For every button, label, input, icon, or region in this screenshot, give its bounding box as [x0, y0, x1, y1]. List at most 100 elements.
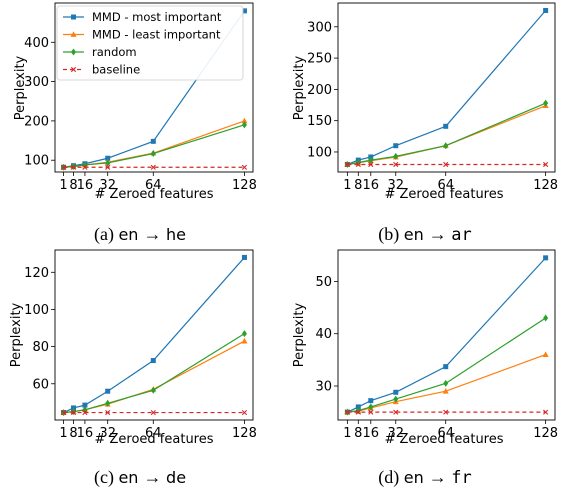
y-tick-label: 120	[24, 266, 49, 281]
x-tick-label: 32	[99, 426, 116, 441]
marker-diamond	[368, 403, 374, 411]
x-tick-label: 64	[145, 426, 162, 441]
marker-triangle	[241, 117, 248, 124]
marker-x	[82, 409, 88, 416]
caption-target-lang: ar	[451, 225, 471, 245]
y-tick-label: 200	[307, 83, 332, 98]
x-tick-label: 1	[59, 426, 67, 441]
y-tick-label: 400	[24, 36, 49, 51]
legend: MMD - most important MMD - least importan…	[56, 5, 244, 81]
x-axis-label: # Zeroed features	[384, 187, 503, 202]
series-line	[347, 257, 547, 413]
marker-square	[241, 8, 247, 14]
marker-x	[443, 409, 449, 415]
marker-diamond	[393, 152, 399, 160]
caption-arrow: →	[144, 467, 167, 487]
marker-x	[443, 161, 449, 168]
y-tick-label: 40	[315, 327, 332, 342]
chart-panel-1: 1 816 32 64 128 100 200 300 400 # Zeroed features…	[13, 2, 257, 245]
series-line	[63, 333, 245, 414]
marker-square	[443, 123, 449, 129]
marker-square	[105, 155, 111, 161]
panel-caption: (c) en → de	[94, 467, 186, 488]
series-line	[63, 124, 245, 168]
y-axis-label: Perplexity	[13, 55, 28, 120]
caption-source-lang: en	[404, 468, 429, 487]
panel-caption: (a) en → he	[94, 224, 186, 245]
marker-square	[241, 254, 247, 260]
marker-diamond	[150, 150, 156, 158]
axes-frame	[337, 2, 556, 173]
y-tick-label: 80	[32, 340, 49, 355]
y-tick-label: 30	[315, 380, 332, 395]
marker-x	[344, 409, 350, 415]
marker-square	[543, 8, 549, 14]
panel-caption: (b) en → ar	[378, 224, 472, 245]
marker-diamond	[443, 379, 449, 387]
caption-label: (d)	[378, 467, 404, 488]
marker-x	[150, 409, 156, 416]
y-tick-label: 300	[24, 75, 49, 90]
marker-square	[393, 143, 399, 149]
x-tick-label: 8	[69, 178, 77, 193]
x-tick-label: 16	[77, 426, 94, 441]
x-tick-label: 1	[59, 178, 67, 193]
x-tick-label: 64	[437, 426, 454, 441]
marker-diamond	[150, 386, 156, 394]
chart-panel-4: 1 8 16 32 64 128 30 40 50 # Zeroed features Perple…	[292, 249, 558, 488]
marker-square	[150, 358, 156, 364]
x-tick-label: 16	[77, 178, 94, 193]
y-tick-label: 100	[24, 154, 49, 169]
marker-x	[543, 161, 549, 168]
y-tick-label: 50	[315, 275, 332, 290]
y-tick-label: 250	[307, 52, 332, 67]
marker-x	[393, 409, 399, 415]
marker-diamond	[368, 156, 374, 164]
caption-arrow: →	[144, 224, 167, 244]
marker-x	[355, 409, 361, 415]
legend-entry: MMD - most important	[92, 10, 222, 24]
y-tick-label: 150	[307, 114, 332, 129]
marker-x	[70, 409, 77, 416]
chart-panel-2: 1 8 16 32 64 128 100 150 200 250 300 # Zeroed featu…	[292, 2, 558, 245]
legend-entry: MMD - least important	[92, 28, 221, 42]
marker-x	[70, 66, 77, 73]
legend-entry: baseline	[92, 63, 140, 77]
legend-entry: random	[92, 45, 137, 59]
marker-x	[344, 161, 350, 168]
y-tick-label: 60	[32, 377, 49, 392]
marker-square	[355, 404, 361, 410]
marker-triangle	[542, 351, 549, 358]
marker-diamond	[443, 142, 449, 150]
marker-diamond	[543, 314, 549, 322]
marker-x	[393, 161, 399, 168]
marker-x	[368, 161, 374, 168]
marker-x	[60, 164, 67, 170]
marker-square	[443, 364, 449, 370]
x-axis-label: # Zeroed features	[384, 432, 503, 447]
caption-arrow: →	[429, 467, 452, 487]
marker-diamond	[241, 121, 247, 129]
marker-square	[82, 402, 88, 408]
x-tick-label: 64	[437, 178, 454, 193]
x-tick-label: 64	[145, 178, 162, 193]
caption-label: (c)	[94, 467, 118, 488]
x-axis-label: # Zeroed features	[94, 432, 213, 447]
y-tick-label: 100	[307, 145, 332, 160]
caption-label: (b)	[378, 224, 404, 245]
marker-triangle	[70, 31, 77, 37]
marker-square	[368, 398, 374, 404]
x-tick-label: 8	[69, 426, 77, 441]
marker-triangle	[442, 388, 449, 394]
caption-arrow: →	[429, 224, 452, 244]
axes-frame	[54, 2, 254, 173]
marker-x	[241, 409, 248, 416]
y-axis-label: Perplexity	[9, 302, 24, 367]
x-tick-label: 16	[363, 426, 380, 441]
marker-square	[150, 138, 156, 144]
panel-caption: (d) en → fr	[378, 467, 472, 488]
x-tick-label: 128	[232, 426, 257, 441]
marker-x	[543, 409, 549, 415]
y-axis-label: Perplexity	[292, 302, 307, 367]
